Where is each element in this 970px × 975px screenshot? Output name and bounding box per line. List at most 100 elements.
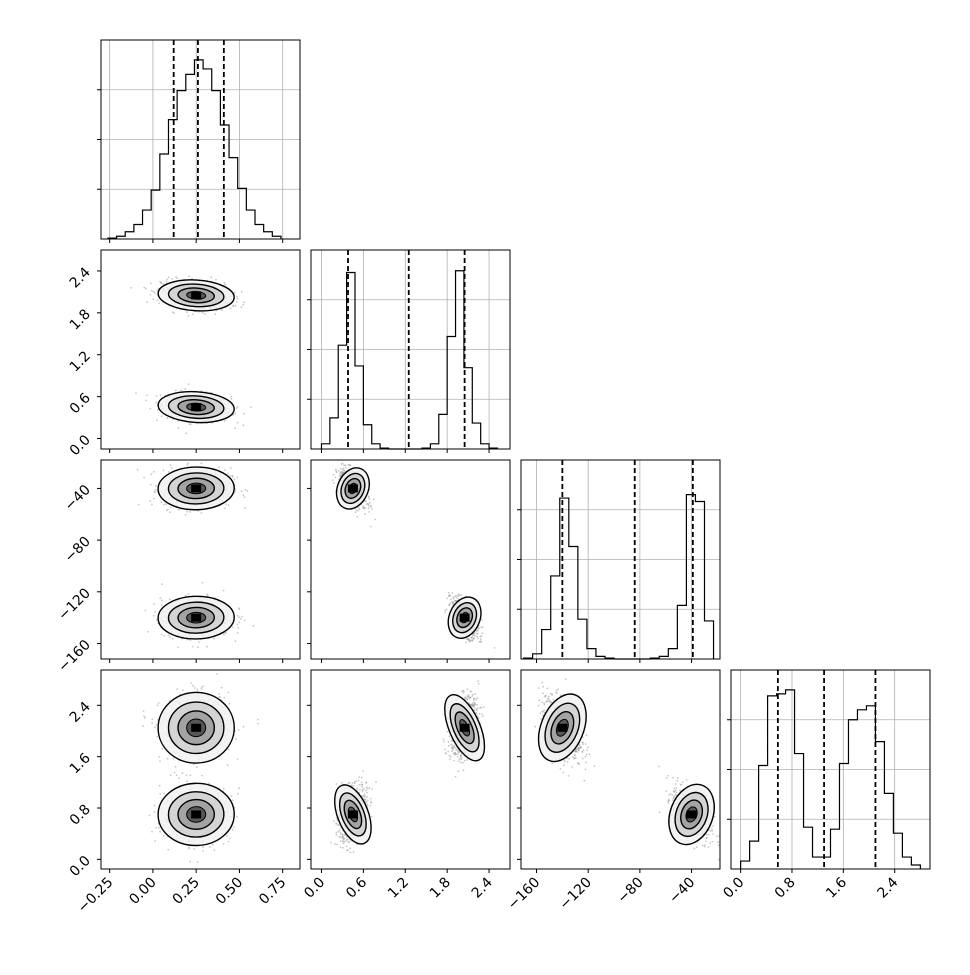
scatter-point bbox=[154, 805, 156, 807]
scatter-point bbox=[234, 413, 236, 415]
scatter-point bbox=[234, 427, 236, 429]
scatter-point bbox=[189, 423, 191, 425]
scatter-point bbox=[161, 415, 163, 417]
scatter-point bbox=[469, 641, 471, 643]
scatter-point bbox=[201, 687, 203, 689]
scatter-point bbox=[481, 619, 483, 621]
scatter-point bbox=[168, 277, 170, 279]
scatter-point bbox=[218, 693, 220, 695]
density-peak-p3-0 bbox=[191, 810, 201, 818]
scatter-point bbox=[229, 703, 231, 705]
scatter-point bbox=[343, 468, 345, 470]
scatter-point bbox=[452, 592, 454, 594]
scatter-point bbox=[158, 756, 160, 758]
scatter-point bbox=[368, 511, 370, 513]
scatter-point bbox=[151, 831, 153, 833]
scatter-point bbox=[237, 477, 239, 479]
scatter-point bbox=[171, 467, 173, 469]
scatter-point bbox=[362, 505, 364, 507]
scatter-point bbox=[456, 597, 458, 599]
scatter-point bbox=[161, 634, 163, 636]
scatter-point bbox=[244, 507, 246, 509]
scatter-point bbox=[156, 736, 158, 738]
scatter-point bbox=[364, 513, 366, 515]
scatter-point bbox=[156, 395, 158, 397]
scatter-point bbox=[471, 640, 473, 642]
scatter-point bbox=[236, 816, 238, 818]
scatter-point bbox=[357, 510, 359, 512]
scatter-point bbox=[242, 304, 244, 306]
scatter-point bbox=[154, 726, 156, 728]
density-peak-p1-0 bbox=[191, 291, 201, 299]
scatter-point bbox=[182, 689, 184, 691]
scatter-point bbox=[238, 622, 240, 624]
scatter-point bbox=[157, 299, 159, 301]
scatter-point bbox=[154, 292, 156, 294]
scatter-point bbox=[172, 638, 174, 640]
scatter-point bbox=[224, 284, 226, 286]
scatter-point bbox=[223, 697, 225, 699]
density-peak-p1-0 bbox=[191, 403, 201, 411]
scatter-point bbox=[155, 827, 157, 829]
scatter-point bbox=[173, 312, 175, 314]
scatter-point bbox=[476, 633, 478, 635]
scatter-point bbox=[457, 598, 459, 600]
scatter-point bbox=[192, 646, 194, 648]
scatter-point bbox=[143, 715, 145, 717]
scatter-point bbox=[237, 422, 239, 424]
scatter-point bbox=[204, 313, 206, 315]
scatter-point bbox=[364, 507, 366, 509]
scatter-point bbox=[145, 288, 147, 290]
scatter-point bbox=[166, 279, 168, 281]
scatter-point bbox=[368, 503, 370, 505]
scatter-point bbox=[187, 315, 189, 317]
scatter-point bbox=[339, 475, 341, 477]
scatter-point bbox=[453, 598, 455, 600]
density-peak-p2-0 bbox=[191, 484, 201, 492]
scatter-point bbox=[243, 494, 245, 496]
density-peak-p2-0 bbox=[191, 614, 201, 622]
scatter-point bbox=[144, 610, 146, 612]
scatter-point bbox=[243, 301, 245, 303]
scatter-point bbox=[494, 647, 496, 649]
scatter-layer bbox=[130, 275, 722, 863]
scatter-point bbox=[238, 616, 240, 618]
scatter-point bbox=[155, 402, 157, 404]
scatter-point bbox=[154, 811, 156, 813]
scatter-point bbox=[242, 424, 244, 426]
scatter-point bbox=[480, 638, 482, 640]
scatter-point bbox=[465, 642, 467, 644]
scatter-point bbox=[188, 847, 190, 849]
scatter-point bbox=[237, 615, 239, 617]
scatter-point bbox=[458, 593, 460, 595]
scatter-point bbox=[232, 799, 234, 801]
scatter-point bbox=[185, 514, 187, 516]
scatter-point bbox=[235, 738, 237, 740]
scatter-point bbox=[158, 827, 160, 829]
scatter-point bbox=[175, 390, 177, 392]
scatter-point bbox=[153, 615, 155, 617]
scatter-point bbox=[236, 407, 238, 409]
scatter-point bbox=[234, 292, 236, 294]
scatter-point bbox=[169, 598, 171, 600]
scatter-point bbox=[184, 388, 186, 390]
scatter-point bbox=[480, 627, 482, 629]
scatter-point bbox=[233, 826, 235, 828]
scatter-point bbox=[167, 417, 169, 419]
scatter-point bbox=[479, 636, 481, 638]
scatter-point bbox=[236, 296, 238, 298]
scatter-point bbox=[369, 502, 371, 504]
scatter-point bbox=[237, 632, 239, 634]
scatter-point bbox=[188, 275, 190, 277]
scatter-point bbox=[167, 758, 169, 760]
scatter-point bbox=[161, 600, 163, 602]
scatter-point bbox=[472, 636, 474, 638]
scatter-point bbox=[153, 490, 155, 492]
scatter-point bbox=[186, 780, 188, 782]
scatter-point bbox=[200, 512, 202, 514]
scatter-point bbox=[348, 464, 350, 466]
scatter-point bbox=[193, 848, 195, 850]
scatter-point bbox=[180, 390, 182, 392]
scatter-point bbox=[155, 489, 157, 491]
